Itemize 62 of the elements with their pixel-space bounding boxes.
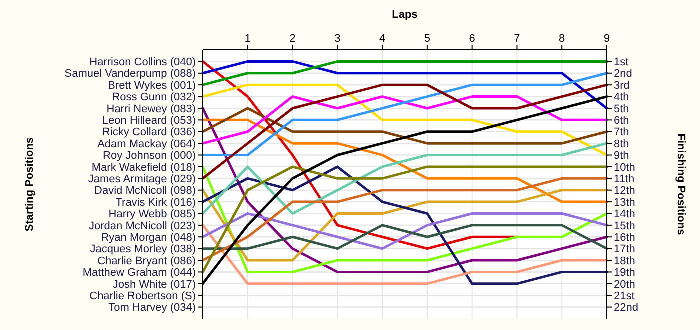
category-label: James Armitage (029) xyxy=(88,174,196,186)
category-label: Matthew Graham (044) xyxy=(82,267,196,280)
y-tick-label: 13th xyxy=(614,196,636,209)
x-tick-label: 4 xyxy=(379,33,386,45)
x-tick-label: 7 xyxy=(514,33,520,45)
x-tick-label: 3 xyxy=(334,33,341,45)
category-label: Leon Hilleard (053) xyxy=(102,115,196,128)
y-tick-label: 20th xyxy=(614,278,636,291)
y-tick-label: 15th xyxy=(614,220,636,232)
y-tick-label: 16th xyxy=(614,232,636,244)
category-label: Charlie Bryant (086) xyxy=(98,255,196,268)
category-label: Travis Kirk (016) xyxy=(116,196,196,209)
x-tick-label: 2 xyxy=(290,33,296,45)
category-label: Josh White (017) xyxy=(112,278,196,291)
y-tick-label: 18th xyxy=(614,255,636,268)
y-tick-label: 21st xyxy=(614,290,635,302)
y-tick-label: 17th xyxy=(614,244,636,256)
x-axis-title: Laps xyxy=(392,9,418,21)
y-tick-label: 14th xyxy=(614,208,636,221)
y-tick-label: 11th xyxy=(614,174,635,186)
line-series xyxy=(202,142,608,215)
y-tick-label: 7th xyxy=(614,126,630,139)
category-label: Harrison Collins (040) xyxy=(90,56,196,69)
x-tick-label: 8 xyxy=(559,33,566,45)
category-label: Ross Gunn (032) xyxy=(112,92,196,104)
y-tick-label: 22nd xyxy=(614,302,638,314)
category-label: Charlie Robertson (S) xyxy=(90,290,196,302)
x-tick-label: 9 xyxy=(604,33,610,45)
line-series xyxy=(202,84,608,180)
text: Starting Positions xyxy=(24,137,36,232)
category-label: Roy Johnson (000) xyxy=(103,150,196,162)
y-tick-label: 5th xyxy=(614,103,630,116)
x-tick-label: 6 xyxy=(469,33,476,45)
category-label: Jacques Morley (038) xyxy=(90,244,196,256)
line-series xyxy=(202,212,608,250)
category-label: Ryan Morgan (048) xyxy=(101,232,196,244)
category-label: Harri Newey (083) xyxy=(106,103,196,116)
category-label: Tom Harvey (034) xyxy=(108,302,196,314)
category-label: Ricky Collard (036) xyxy=(102,126,196,139)
y-tick-label: 19th xyxy=(614,267,636,280)
x-tick-label: 5 xyxy=(424,33,431,45)
line-series xyxy=(202,118,608,204)
category-label: Samuel Vanderpump (088) xyxy=(64,68,196,80)
y-tick-label: 6th xyxy=(614,115,630,128)
y-tick-label: 2nd xyxy=(614,68,632,80)
y-tick-label: 10th xyxy=(614,162,636,174)
y-tick-label: 1st xyxy=(614,56,629,69)
category-label: Brett Wykes (001) xyxy=(108,80,196,92)
y-tick-label: 3rd xyxy=(614,80,630,92)
line-series xyxy=(202,96,608,145)
category-label: Jordan McNicoll (023) xyxy=(89,220,196,232)
line-series xyxy=(202,224,608,286)
category-label: David McNicoll (098) xyxy=(94,185,196,198)
category-label: Adam Mackay (064) xyxy=(98,138,196,150)
category-label: Mark Wakefield (018) xyxy=(92,162,196,174)
y-tick-label: 4th xyxy=(614,92,630,104)
y-tick-label: 12th xyxy=(614,185,636,198)
y-tick-label: 8th xyxy=(614,138,630,150)
y-tick-label: 9th xyxy=(614,150,630,162)
category-label: Harry Webb (085) xyxy=(108,208,196,221)
x-tick-label: 1 xyxy=(244,33,251,45)
y-axis-title: Finishing Positions xyxy=(675,134,687,236)
